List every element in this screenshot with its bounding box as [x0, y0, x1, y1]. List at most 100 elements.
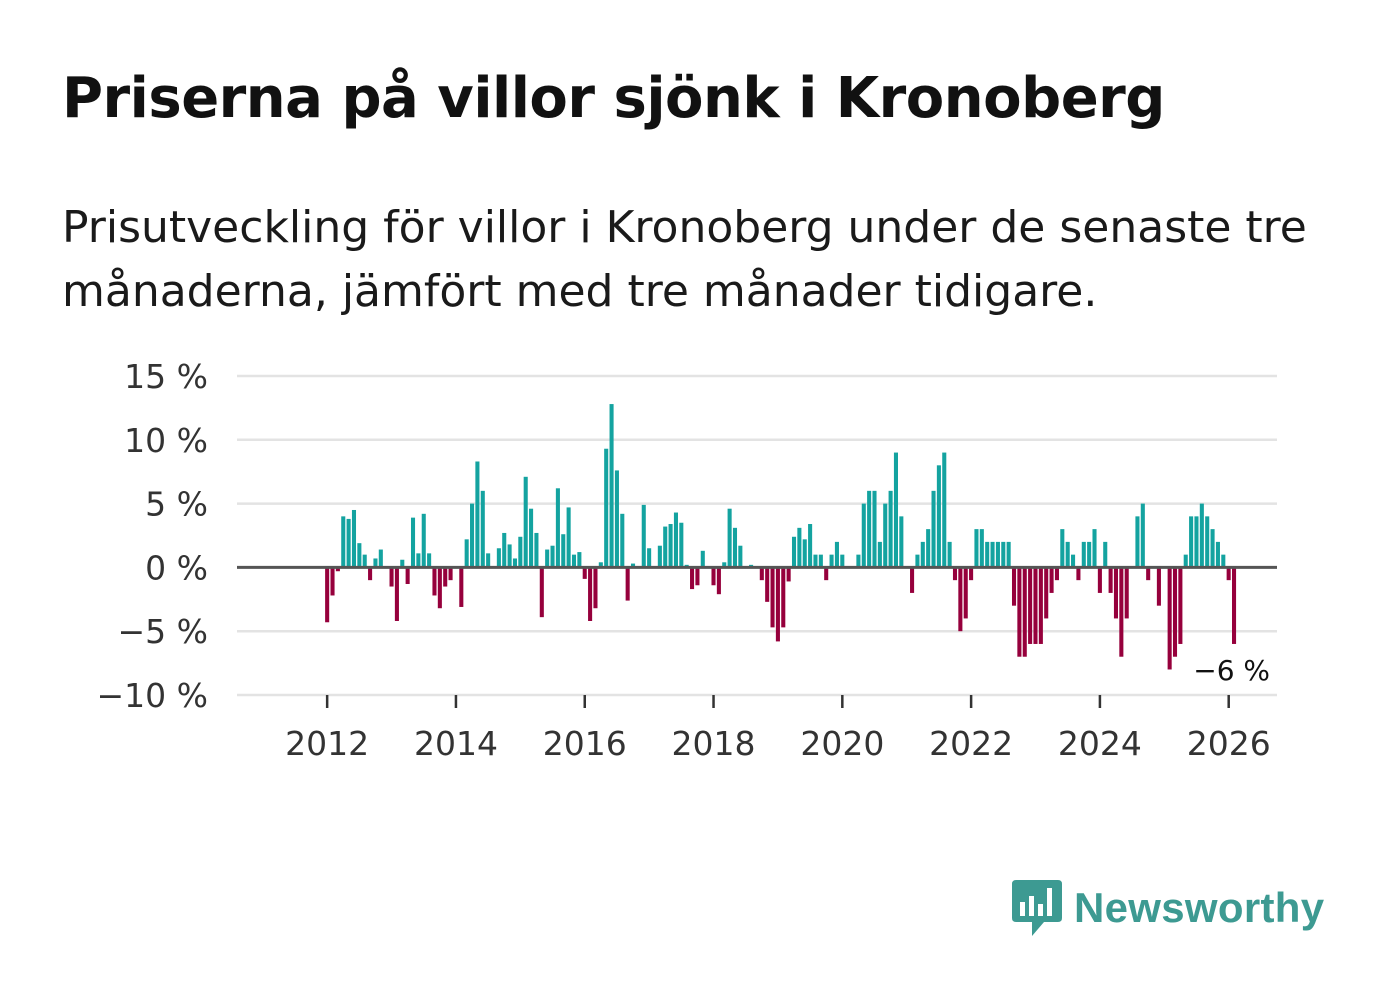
- bar: [1140, 503, 1145, 568]
- bar: [840, 554, 845, 568]
- bar: [1113, 567, 1119, 619]
- bar: [759, 567, 764, 581]
- bar: [1210, 529, 1215, 568]
- bar: [545, 549, 550, 568]
- bar: [1033, 567, 1038, 644]
- bar: [1097, 567, 1102, 593]
- x-tick-label: 2022: [929, 724, 1013, 763]
- bar: [630, 563, 636, 568]
- bar: [690, 567, 695, 590]
- bar: [942, 452, 947, 568]
- bar: [410, 517, 416, 568]
- bar: [647, 548, 652, 568]
- brand-name: Newsworthy: [1074, 884, 1325, 931]
- bar: [926, 529, 931, 568]
- bar: [566, 507, 571, 568]
- bar: [1038, 567, 1043, 644]
- bar: [791, 536, 797, 568]
- bar: [985, 541, 990, 568]
- bar: [775, 567, 780, 642]
- bar: [593, 567, 598, 609]
- bar: [325, 567, 330, 623]
- bar: [394, 567, 399, 621]
- bar: [679, 522, 684, 568]
- axes: [237, 565, 1277, 708]
- bar: [1172, 567, 1178, 657]
- bar: [668, 524, 673, 568]
- bar: [534, 532, 539, 568]
- bar: [341, 516, 346, 568]
- bar: [1205, 516, 1210, 568]
- bar: [432, 567, 437, 596]
- x-tick-label: 2014: [414, 724, 498, 763]
- bar: [1028, 567, 1033, 644]
- bar: [1156, 567, 1161, 606]
- bar: [936, 465, 941, 568]
- bar: [389, 567, 394, 587]
- chart-subtitle: Prisutveckling för villor i Kronoberg un…: [62, 202, 1307, 317]
- bar: [963, 567, 968, 619]
- bar: [486, 553, 491, 568]
- bar: [818, 554, 823, 568]
- bar: [507, 544, 512, 568]
- bar: [604, 448, 609, 568]
- bar: [437, 567, 442, 609]
- bar: [872, 490, 877, 568]
- bar: [856, 554, 861, 568]
- bar: [475, 461, 480, 568]
- bar: [695, 567, 700, 586]
- bar: [362, 554, 367, 568]
- bar: [1044, 567, 1049, 619]
- bar: [368, 567, 373, 581]
- bar: [765, 567, 770, 602]
- chart-title: Priserna på villor sjönk i Kronoberg: [62, 66, 1165, 131]
- bar: [625, 567, 630, 601]
- bar: [829, 554, 834, 568]
- bar: [813, 554, 818, 568]
- y-tick-label: −5 %: [118, 612, 209, 651]
- bar: [378, 549, 383, 568]
- bar: [1011, 567, 1017, 606]
- bar: [883, 503, 888, 568]
- bar: [1103, 541, 1108, 568]
- bar: [351, 509, 357, 568]
- latest-value-label: −6 %: [1193, 654, 1270, 687]
- bar: [561, 534, 566, 568]
- bar: [614, 470, 619, 568]
- bar: [1076, 567, 1081, 581]
- bar: [910, 567, 915, 593]
- y-axis-labels: 15 % 10 % 5 % 0 % −5 % −10 %: [97, 357, 209, 715]
- x-tick-label: 2012: [285, 724, 369, 763]
- bar: [1124, 567, 1129, 619]
- bar: [786, 567, 791, 582]
- bar: [722, 562, 727, 568]
- bar: [448, 567, 453, 581]
- bar: [1001, 541, 1006, 568]
- bar: [1092, 529, 1097, 568]
- bar: [727, 508, 732, 568]
- bar: [915, 554, 920, 568]
- bar: [990, 541, 995, 568]
- bar: [571, 554, 577, 568]
- bar: [405, 567, 410, 584]
- bar: [373, 558, 378, 568]
- bar: [470, 503, 475, 568]
- y-tick-label: 5 %: [145, 485, 208, 524]
- bar: [1054, 567, 1059, 581]
- bar: [421, 513, 426, 568]
- bar: [416, 553, 421, 568]
- bar: [427, 553, 432, 568]
- bar: [1226, 567, 1231, 581]
- bar: [663, 526, 668, 568]
- bar: [641, 504, 646, 568]
- bar: [529, 508, 534, 568]
- x-axis-labels: 2012 2014 2016 2018 2020 2022 2024 2026: [285, 724, 1271, 763]
- bar: [1087, 541, 1092, 568]
- bar: [609, 404, 614, 568]
- bar: [1071, 554, 1076, 568]
- bars: [325, 404, 1237, 670]
- bar: [1119, 567, 1124, 657]
- bar: [480, 490, 485, 568]
- bar: [1146, 567, 1151, 581]
